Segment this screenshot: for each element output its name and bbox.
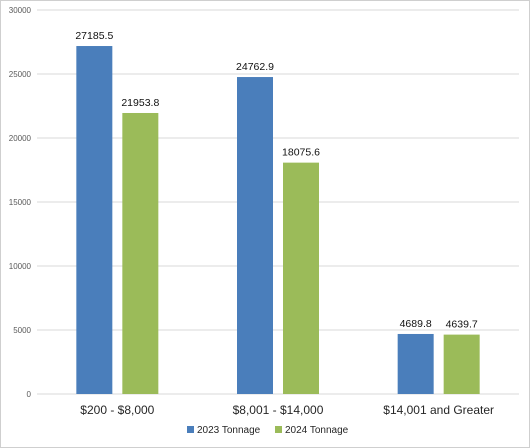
legend: 2023 Tonnage 2024 Tonnage bbox=[187, 425, 349, 436]
legend-label: 2023 Tonnage bbox=[197, 425, 261, 436]
data-labels: 27185.5 21953.8 24762.9 18075.6 4689.8 4639.7 bbox=[75, 30, 478, 331]
data-label: 24762.9 bbox=[236, 61, 274, 73]
bar-2023-2 bbox=[397, 333, 434, 394]
y-tick-label: 20000 bbox=[9, 134, 32, 143]
y-tick-label: 0 bbox=[27, 390, 32, 399]
x-tick-label: $14,001 and Greater bbox=[383, 403, 494, 417]
y-tick-label: 5000 bbox=[13, 326, 31, 335]
bar-2023-1 bbox=[237, 77, 273, 394]
bar-2024-1 bbox=[283, 162, 319, 394]
gridlines bbox=[37, 9, 519, 395]
x-tick-label: $8,001 - $14,000 bbox=[233, 403, 324, 417]
data-label: 27185.5 bbox=[75, 30, 113, 42]
bar-2024-0 bbox=[122, 112, 159, 394]
data-label: 4639.7 bbox=[446, 319, 478, 331]
x-tick-label: $200 - $8,000 bbox=[80, 403, 154, 417]
legend-swatch bbox=[275, 426, 282, 433]
data-label: 21953.8 bbox=[121, 97, 159, 109]
y-tick-label: 25000 bbox=[9, 70, 32, 79]
data-label: 18075.6 bbox=[282, 147, 320, 159]
data-label: 4689.8 bbox=[400, 318, 432, 330]
y-tick-label: 15000 bbox=[9, 198, 32, 207]
legend-swatch bbox=[187, 426, 194, 433]
legend-label: 2024 Tonnage bbox=[285, 425, 349, 436]
y-tick-label: 30000 bbox=[9, 6, 32, 15]
y-tick-label: 10000 bbox=[9, 262, 32, 271]
bar-2023-0 bbox=[76, 46, 113, 394]
x-axis-ticks: $200 - $8,000 $8,001 - $14,000 $14,001 and… bbox=[80, 403, 494, 417]
bar-2024-2 bbox=[443, 334, 480, 394]
bars bbox=[76, 46, 480, 394]
y-axis-ticks: 0 5000 10000 15000 20000 25000 30000 bbox=[9, 6, 32, 399]
